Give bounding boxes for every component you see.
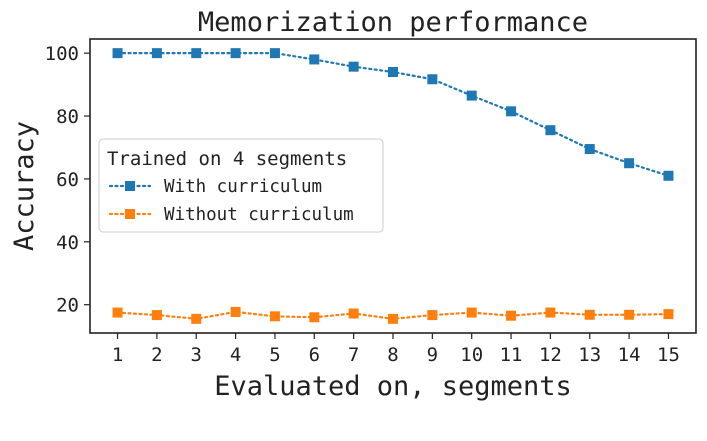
data-point [663,309,674,320]
legend-entries: With curriculum Without curriculum [108,177,354,225]
x-tick-label: 11 [500,344,523,366]
x-tick-label: 15 [657,344,680,366]
data-point [506,310,517,321]
x-tick-label: 8 [387,344,398,366]
data-point [151,48,162,59]
data-point [269,311,280,322]
y-tick-label: 20 [56,295,79,317]
data-point [466,307,477,318]
x-tick-label: 3 [191,344,202,366]
x-tick-label: 1 [112,344,123,366]
legend-label: Without curriculum [164,205,354,225]
data-point [348,61,359,72]
x-tick-label: 10 [460,344,483,366]
legend-marker [125,181,135,191]
data-point [309,54,320,65]
y-tick-label: 80 [56,106,79,128]
y-tick-label: 60 [56,169,79,191]
legend-title: Trained on 4 segments [107,148,347,170]
data-point [624,158,635,169]
x-tick-label: 6 [309,344,320,366]
legend-label: With curriculum [164,177,322,197]
data-point [151,310,162,321]
data-point [348,308,359,319]
data-point [269,48,280,59]
y-axis-label: Accuracy [9,121,40,251]
data-point [545,307,556,318]
data-point [230,48,241,59]
data-point [506,106,517,117]
data-point [427,310,438,321]
x-tick-label: 2 [151,344,162,366]
data-point [112,48,123,59]
x-tick-label: 9 [427,344,438,366]
legend-box [98,138,384,233]
x-tick-label: 5 [269,344,280,366]
data-point [388,313,398,324]
x-axis-label: Evaluated on, segments [214,371,572,402]
data-point [545,125,556,136]
x-axis-ticks: 1 2 3 4 5 6 7 8 9 10 11 12 13 14 15 [112,333,680,366]
data-point [466,90,477,101]
x-tick-label: 4 [230,344,241,366]
y-axis-ticks: 20 40 60 80 100 [45,43,90,317]
plot-marks [112,48,674,324]
data-point [112,307,123,318]
data-point [584,144,595,155]
data-point [624,309,635,320]
data-point [663,170,674,181]
data-point [584,309,595,320]
y-tick-label: 100 [45,43,79,65]
x-tick-label: 7 [348,344,359,366]
data-point [191,48,202,59]
data-point [388,67,398,78]
legend: Trained on 4 segments With curriculumWit… [98,138,384,233]
chart-title: Memorization performance [198,7,588,38]
legend-marker [125,209,135,219]
y-tick-label: 40 [56,232,79,254]
data-point [309,312,320,323]
data-point [191,313,202,324]
data-point [230,306,241,317]
data-point [427,74,438,85]
x-tick-label: 13 [578,344,601,366]
x-tick-label: 14 [618,344,641,366]
x-tick-label: 12 [539,344,562,366]
